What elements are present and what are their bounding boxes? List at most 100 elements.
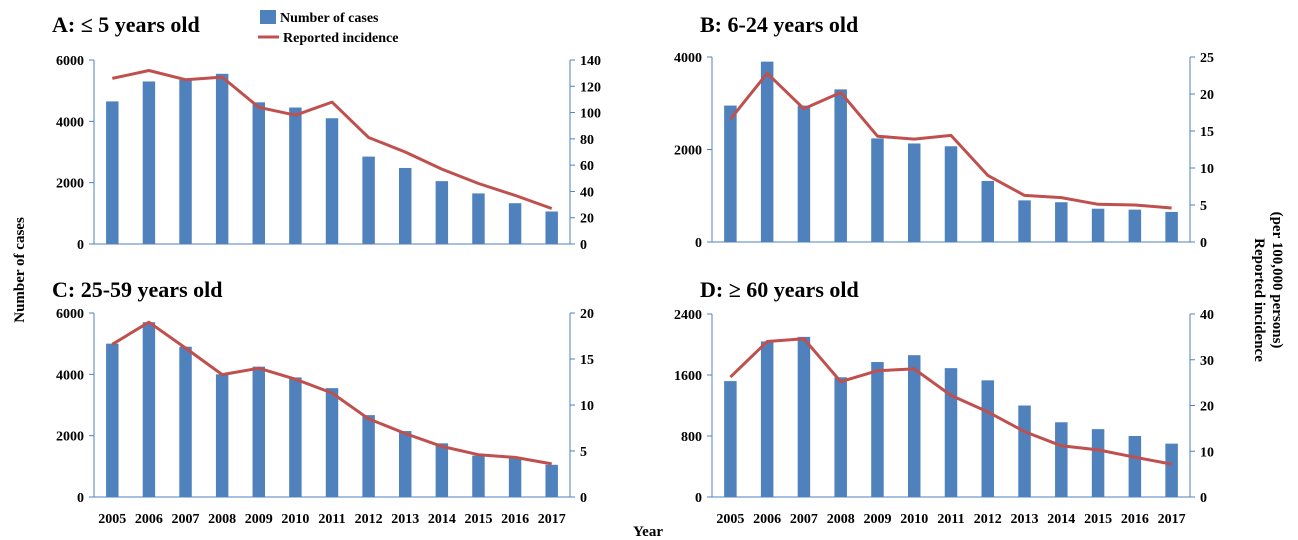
x-tick-label-2011: 2011 bbox=[937, 512, 964, 527]
bar-2017 bbox=[545, 464, 558, 497]
left-tick-label: 0 bbox=[77, 238, 84, 253]
x-tick-label-2014: 2014 bbox=[428, 512, 456, 527]
bar-2013 bbox=[1018, 405, 1031, 497]
left-tick-label: 4000 bbox=[56, 115, 84, 130]
legend-incidence-label: Reported incidence bbox=[283, 31, 398, 46]
bar-2013 bbox=[399, 431, 412, 497]
bar-2005 bbox=[106, 101, 119, 245]
bar-2009 bbox=[871, 138, 884, 242]
bar-2011 bbox=[944, 146, 958, 242]
right-tick-label: 5 bbox=[1200, 199, 1207, 214]
right-tick-label: 140 bbox=[580, 54, 601, 69]
x-tick-label-2005: 2005 bbox=[716, 512, 744, 527]
x-tick-label-2015: 2015 bbox=[464, 512, 492, 527]
x-tick-label-2012: 2012 bbox=[974, 512, 1002, 527]
right-tick-label: 10 bbox=[1200, 162, 1214, 177]
left-axis-label: Number of cases bbox=[12, 217, 28, 323]
left-tick-label: 1600 bbox=[674, 369, 702, 384]
right-tick-label: 120 bbox=[580, 80, 601, 95]
panel-title: B: 6-24 years old bbox=[700, 12, 858, 37]
panel-c: C: 25-59 years old 0 2000 4000 6000 0 5 10 15 20 2… bbox=[52, 277, 594, 527]
right-tick-label: 15 bbox=[1200, 125, 1214, 140]
bar-2016 bbox=[1128, 209, 1142, 242]
chart-panels: A: ≤ 5 years old020004000600002040608010… bbox=[52, 12, 1214, 527]
bar-2016 bbox=[1128, 436, 1142, 497]
bar-2005 bbox=[106, 343, 119, 497]
x-tick-label-2010: 2010 bbox=[900, 512, 928, 527]
bar-2016 bbox=[508, 457, 522, 497]
bar-2008 bbox=[834, 377, 847, 497]
bar-2007 bbox=[179, 346, 192, 497]
incidence-line bbox=[111, 320, 552, 466]
bar-2012 bbox=[981, 180, 995, 242]
bar-2012 bbox=[362, 156, 375, 244]
x-tick-label-2008: 2008 bbox=[208, 512, 236, 527]
bar-2014 bbox=[435, 181, 449, 244]
left-tick-label: 4000 bbox=[674, 51, 702, 66]
bar-2015 bbox=[1091, 429, 1105, 497]
panel-a: A: ≤ 5 years old 0 2000 4000 6000 0 20 40 60 80 10… bbox=[52, 12, 601, 253]
right-tick-label: 100 bbox=[580, 107, 601, 122]
panel-title: C: 25-59 years old bbox=[52, 277, 222, 302]
panel-b: B: 6-24 years old 0 2000 4000 0 5 10 15 20 25 bbox=[674, 12, 1214, 251]
right-axis-label-line2: (per 100,000 persons) bbox=[1269, 212, 1285, 349]
x-tick-label-2006: 2006 bbox=[135, 512, 163, 527]
right-tick-label: 5 bbox=[580, 445, 587, 460]
right-tick-label: 20 bbox=[1200, 88, 1214, 103]
left-tick-label: 4000 bbox=[56, 368, 84, 383]
bar-2017 bbox=[1165, 443, 1178, 497]
x-tick-label-2012: 2012 bbox=[355, 512, 383, 527]
right-tick-label: 0 bbox=[580, 238, 587, 253]
bar-2008 bbox=[215, 73, 229, 244]
left-tick-label: 6000 bbox=[56, 307, 84, 322]
bar-2014 bbox=[1055, 202, 1068, 242]
right-tick-label: 10 bbox=[1200, 445, 1214, 460]
bar-2010 bbox=[907, 143, 921, 242]
x-tick-label-2007: 2007 bbox=[790, 512, 818, 527]
bar-2007 bbox=[797, 105, 811, 242]
left-tick-label: 0 bbox=[695, 491, 702, 506]
bar-2005 bbox=[724, 105, 737, 242]
panel-title: A: ≤ 5 years old bbox=[52, 12, 200, 37]
left-tick-label: 2000 bbox=[674, 144, 702, 159]
right-tick-label: 30 bbox=[1200, 354, 1214, 369]
bar-2015 bbox=[1091, 208, 1105, 242]
left-tick-label: 2400 bbox=[674, 308, 702, 323]
x-tick-label-2009: 2009 bbox=[863, 512, 891, 527]
bar-2006 bbox=[142, 322, 156, 497]
right-tick-label: 15 bbox=[580, 353, 594, 368]
legend: Number of cases Reported incidence bbox=[258, 10, 398, 46]
bar-2005 bbox=[724, 381, 737, 497]
bar-2014 bbox=[435, 443, 449, 497]
bar-2017 bbox=[545, 211, 558, 244]
bar-2007 bbox=[797, 336, 811, 497]
incidence-line bbox=[729, 337, 1172, 466]
bar-2015 bbox=[472, 193, 485, 244]
bar-2006 bbox=[760, 341, 774, 497]
bar-2010 bbox=[907, 355, 921, 497]
right-tick-label: 20 bbox=[580, 212, 594, 227]
x-tick-label-2015: 2015 bbox=[1084, 512, 1112, 527]
bar-2007 bbox=[179, 79, 192, 244]
bar-2014 bbox=[1055, 422, 1068, 497]
bar-2011 bbox=[325, 118, 339, 244]
x-tick-label-2011: 2011 bbox=[318, 512, 345, 527]
x-tick-label-2005: 2005 bbox=[98, 512, 126, 527]
x-tick-label-2017: 2017 bbox=[1158, 512, 1186, 527]
left-tick-label: 2000 bbox=[56, 177, 84, 192]
bar-2008 bbox=[834, 89, 847, 242]
bar-2015 bbox=[472, 455, 485, 497]
right-tick-label: 10 bbox=[580, 399, 594, 414]
left-tick-label: 6000 bbox=[56, 54, 84, 69]
right-tick-label: 80 bbox=[580, 133, 594, 148]
right-tick-label: 40 bbox=[580, 185, 594, 200]
left-tick-label: 800 bbox=[681, 430, 702, 445]
bar-2013 bbox=[1018, 200, 1031, 242]
bar-2009 bbox=[871, 362, 884, 497]
x-tick-label-2010: 2010 bbox=[281, 512, 309, 527]
bar-2006 bbox=[760, 61, 774, 242]
right-tick-label: 20 bbox=[580, 307, 594, 322]
bar-2016 bbox=[508, 203, 522, 244]
incidence-line bbox=[111, 69, 553, 210]
